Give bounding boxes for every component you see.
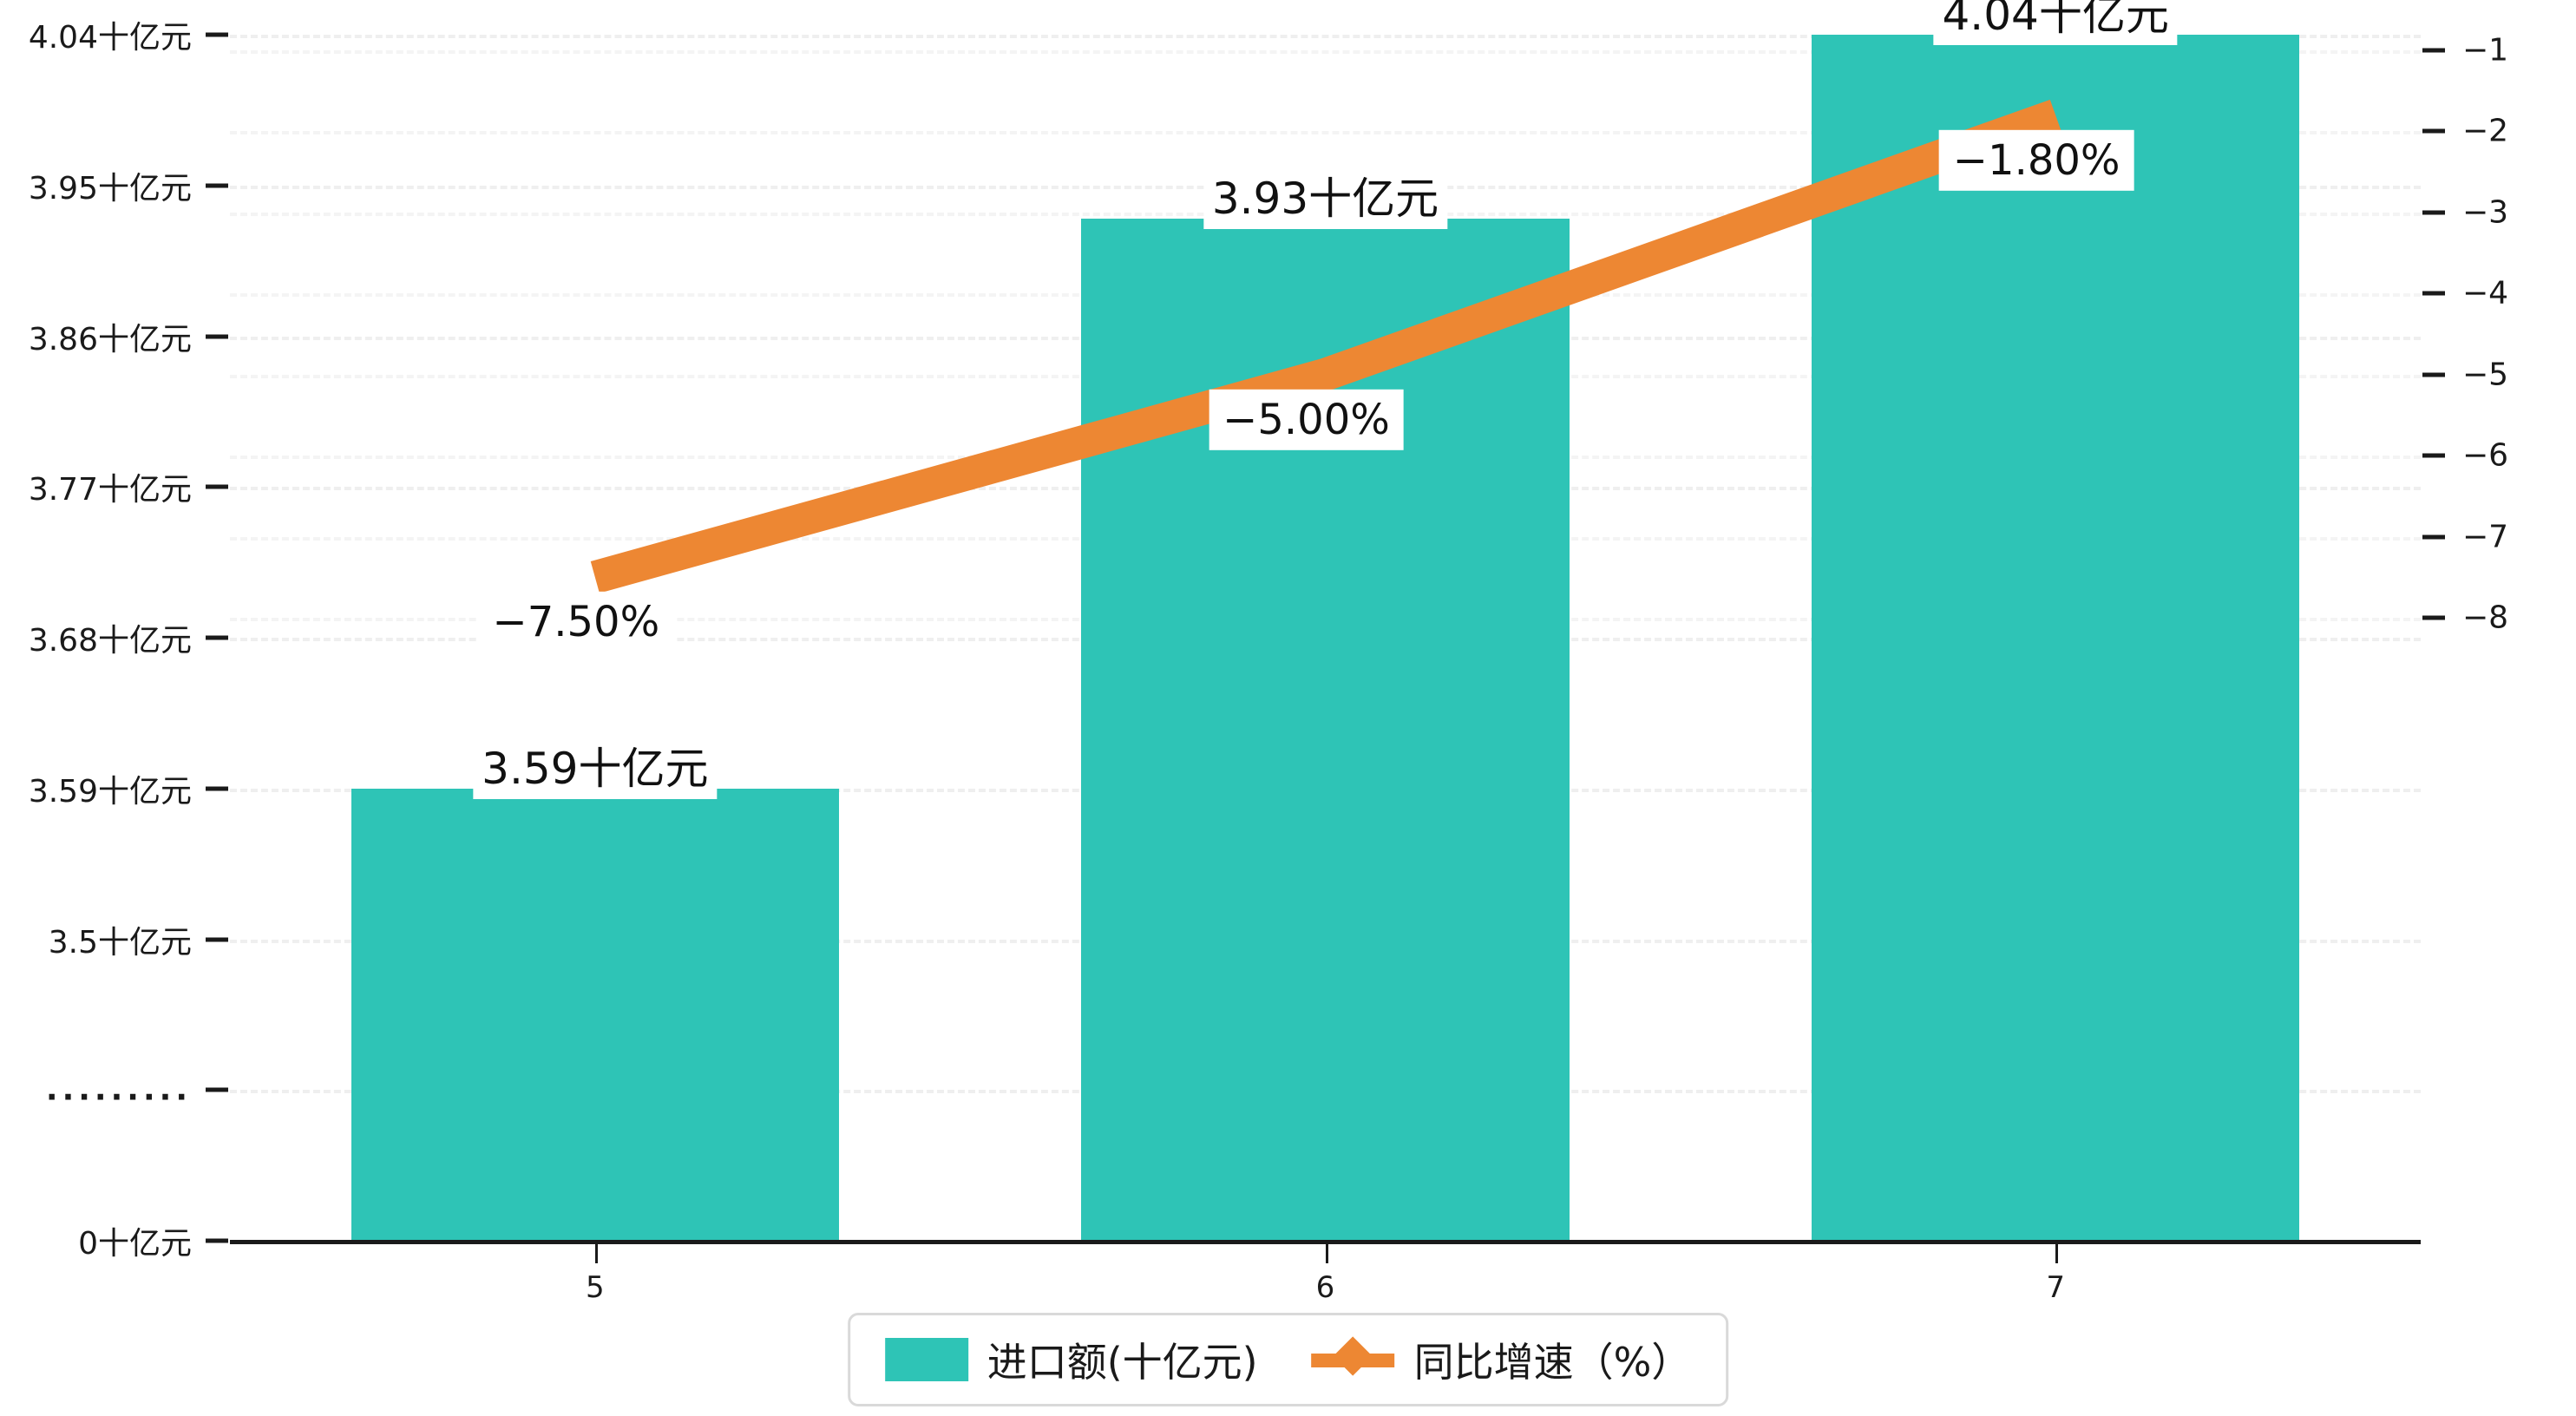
x-axis-tick-label: 5	[586, 1270, 605, 1305]
bar-value-label: 3.93十亿元	[1203, 174, 1448, 230]
left-axis-tick	[206, 1087, 228, 1092]
x-axis-tick-label: 7	[2046, 1270, 2065, 1305]
legend-label-growth-rate: 同比增速（%）	[1413, 1339, 1692, 1386]
x-axis-line	[230, 1240, 2421, 1244]
gridline	[230, 35, 2421, 38]
left-axis-tick	[206, 937, 228, 941]
growth-rate-label: −1.80%	[1938, 129, 2134, 191]
left-axis-tick-label: 4.04十亿元	[28, 20, 192, 56]
left-axis-tick	[206, 334, 228, 338]
bar-value-label: 4.04十亿元	[1933, 0, 2178, 45]
growth-rate-label: −5.00%	[1209, 389, 1404, 450]
growth-rate-label: −7.50%	[478, 592, 674, 653]
left-axis-tick	[206, 32, 228, 37]
right-axis-tick-label: −5	[2462, 357, 2509, 393]
legend-item-import-amount[interactable]: 进口额(十亿元)	[884, 1331, 1258, 1388]
right-axis-tick-label: −7	[2462, 519, 2509, 555]
left-axis-tick	[206, 635, 228, 640]
left-axis-tick	[206, 484, 228, 489]
x-axis-tick	[1325, 1244, 1328, 1263]
plot-area: 3.59十亿元 3.93十亿元 4.04十亿元 −7.50% −5.00% −1.80%	[230, 0, 2421, 1241]
growth-rate-line[interactable]	[230, 35, 2421, 1241]
right-axis-tick-label: −2	[2462, 113, 2509, 149]
right-y-axis: −1 −2 −3 −4 −5 −6 −7 −8	[2421, 0, 2576, 1244]
right-axis-tick-label: −4	[2462, 275, 2509, 311]
right-axis-tick-label: −6	[2462, 437, 2509, 474]
left-axis-tick-label: 3.77十亿元	[28, 472, 192, 508]
left-axis-tick-label: 3.5十亿元	[48, 924, 192, 960]
right-axis-tick	[2422, 534, 2445, 540]
right-axis-tick	[2422, 128, 2445, 134]
left-axis-tick-label: 3.86十亿元	[28, 321, 192, 357]
legend-label-import-amount: 进口额(十亿元)	[986, 1339, 1258, 1386]
gridline-secondary	[230, 131, 2421, 135]
right-axis-tick	[2422, 615, 2445, 620]
left-axis-tick-label: 3.59十亿元	[28, 773, 192, 810]
right-axis-tick	[2422, 453, 2445, 458]
right-axis-tick	[2422, 210, 2445, 215]
left-y-axis: 4.04十亿元 3.95十亿元 3.86十亿元 3.77十亿元 3.68十亿元 3.59十…	[0, 0, 230, 1262]
legend-item-growth-rate[interactable]: 同比增速（%）	[1311, 1331, 1692, 1388]
line-diamond-marker-icon	[1311, 1336, 1395, 1381]
x-axis-tick-label: 6	[1315, 1270, 1335, 1305]
right-axis-tick	[2422, 372, 2445, 377]
right-axis-tick-label: −1	[2462, 32, 2509, 69]
right-axis-tick-label: −3	[2462, 194, 2509, 231]
bar-series-item[interactable]	[351, 788, 839, 1241]
left-axis-tick-label: 3.95十亿元	[28, 170, 192, 206]
x-axis-ticks: 5 6 7	[230, 1244, 2421, 1322]
left-axis-tick	[206, 786, 228, 791]
bar-series-item[interactable]	[1812, 35, 2300, 1241]
left-axis-tick	[206, 1238, 228, 1243]
left-axis-tick-label: 0十亿元	[78, 1226, 192, 1262]
right-axis-tick-label: −8	[2462, 600, 2509, 636]
bar-value-label: 3.59十亿元	[473, 743, 718, 799]
x-axis-tick	[594, 1244, 598, 1263]
bar-swatch-icon	[884, 1338, 968, 1381]
left-axis-tick-label: .........	[45, 1072, 192, 1108]
right-axis-tick	[2422, 291, 2445, 296]
x-axis-tick	[2055, 1244, 2059, 1263]
right-axis-tick	[2422, 48, 2445, 53]
left-axis-tick	[206, 183, 228, 188]
gridline-secondary	[230, 50, 2421, 54]
chart-legend[interactable]: 进口额(十亿元) 同比增速（%）	[847, 1313, 1729, 1406]
left-axis-tick-label: 3.68十亿元	[28, 623, 192, 659]
